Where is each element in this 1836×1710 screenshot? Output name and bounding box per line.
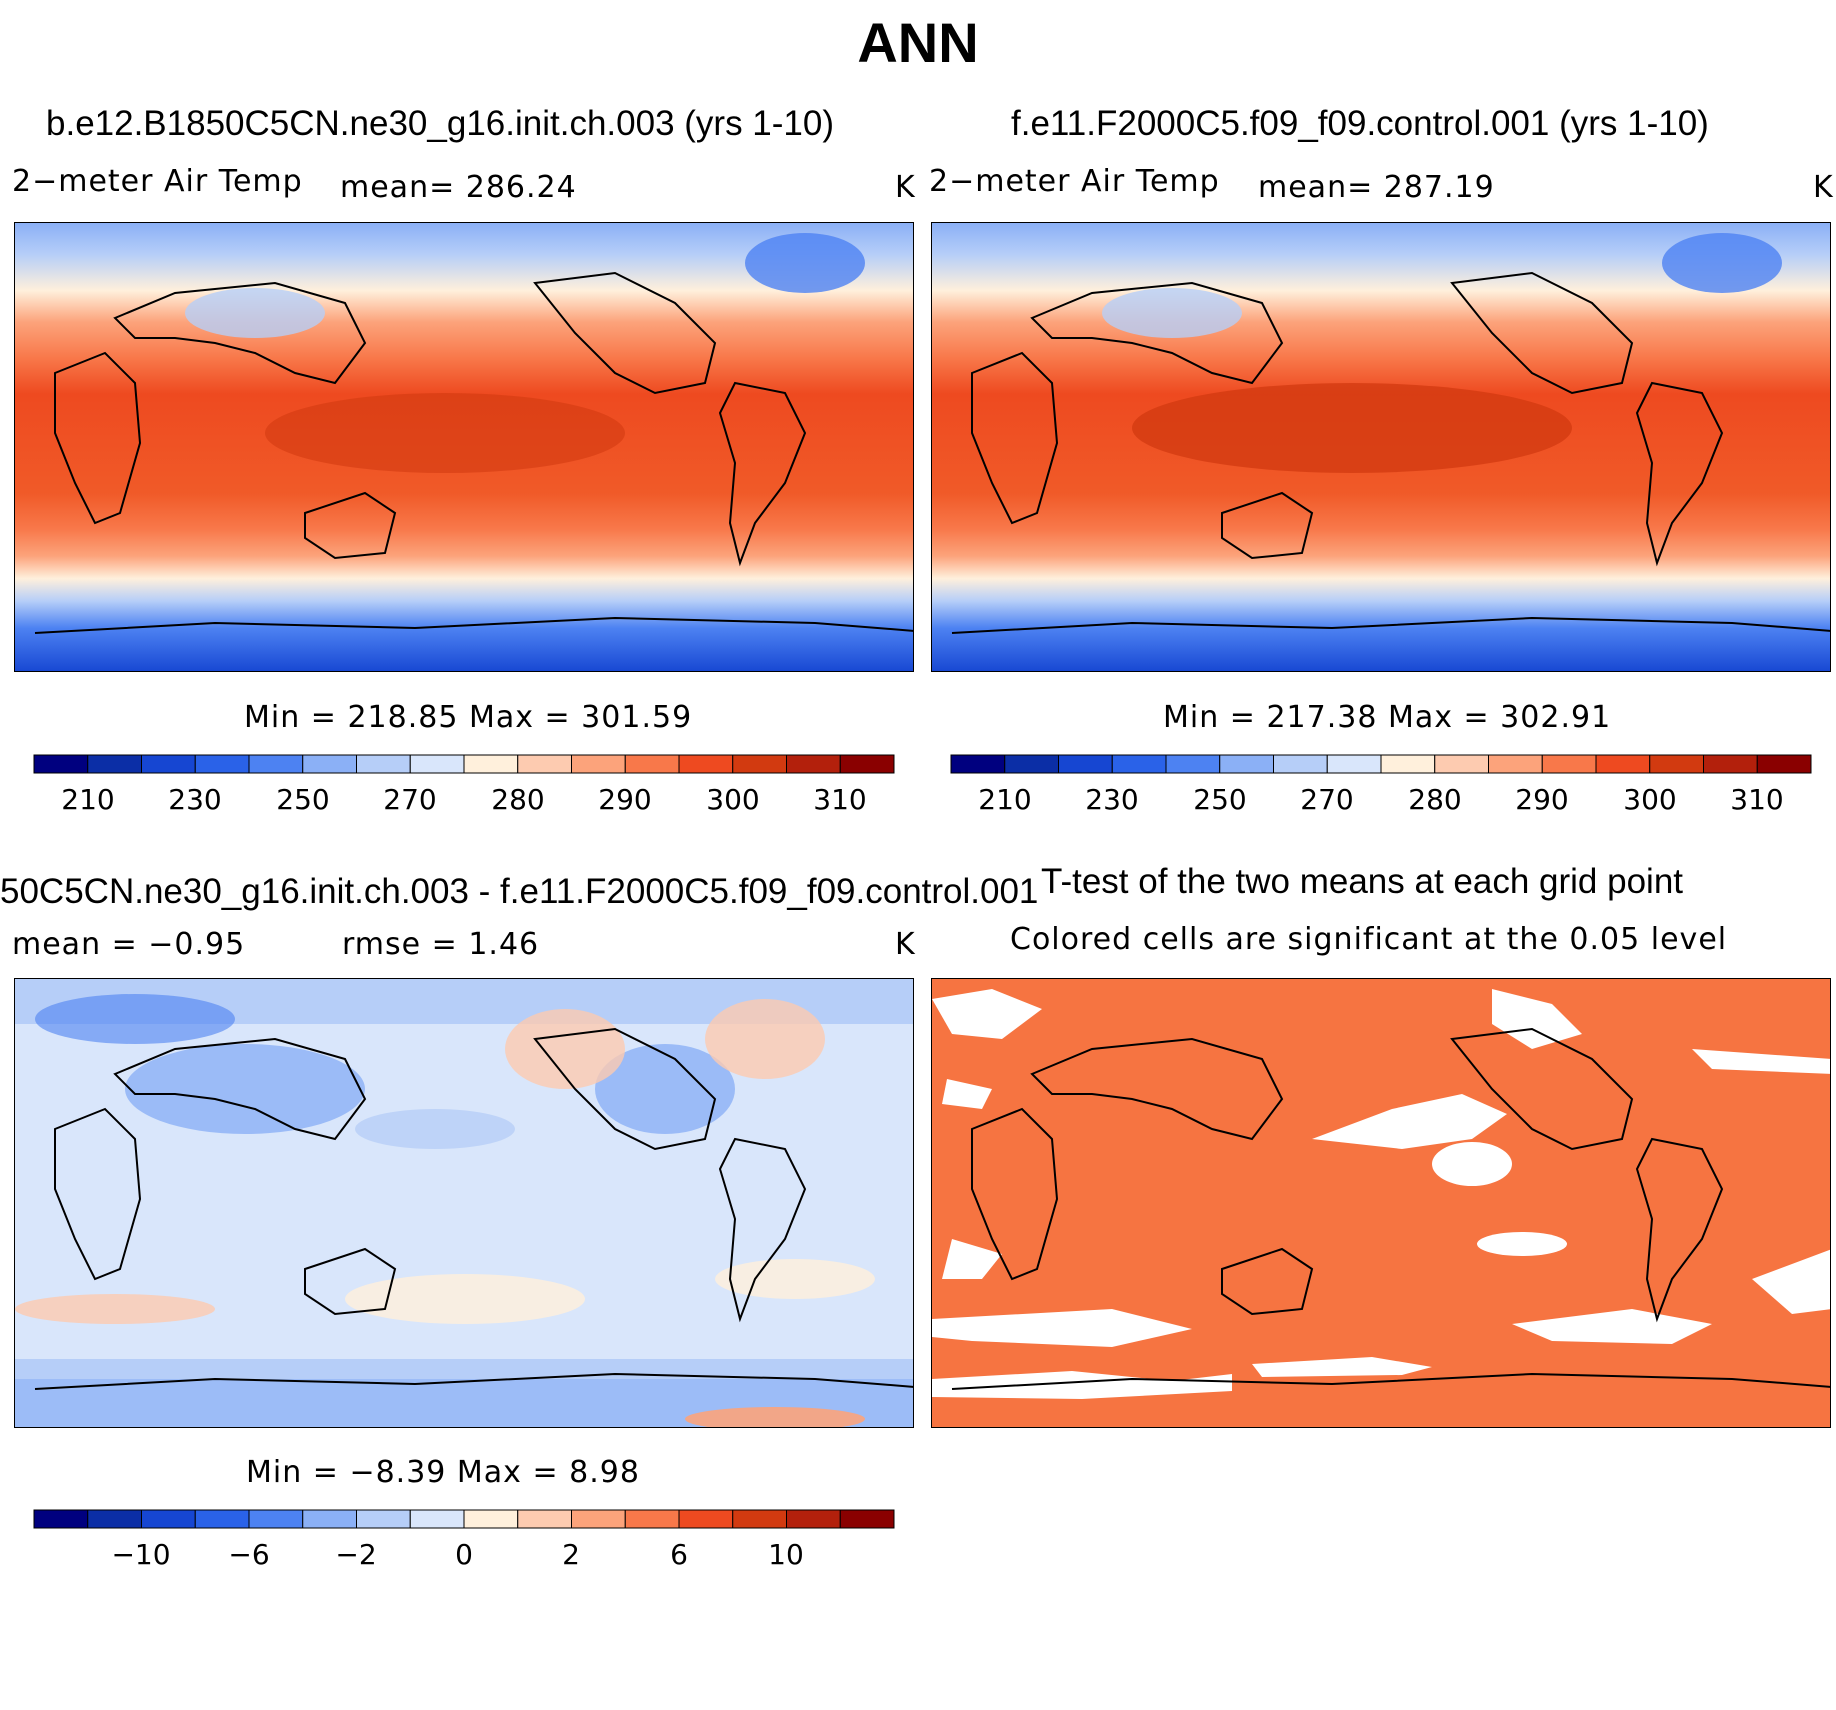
control-variable-label: 2−meter Air Temp (929, 164, 1220, 199)
model-colorbar: 210 230 250 270 280 290 300 310 (33, 754, 895, 816)
colorbar-swatch (1595, 754, 1651, 774)
colorbar-swatch (678, 754, 734, 774)
colorbar-swatch (517, 1509, 572, 1529)
ttest-subtitle: Colored cells are significant at the 0.0… (1010, 922, 1728, 957)
colorbar-swatch (141, 1509, 196, 1529)
model-units-label: K (895, 170, 916, 205)
difference-case-title: 50C5CN.ne30_g16.init.ch.003 - f.e11.F200… (0, 872, 1039, 911)
colorbar-tick-label: 250 (276, 783, 329, 816)
colorbar-swatch (409, 754, 465, 774)
colorbar-swatch (678, 1509, 734, 1529)
colorbar-swatch (1273, 754, 1328, 774)
colorbar-swatch (786, 754, 841, 774)
colorbar-swatch (463, 1509, 519, 1529)
colorbar-swatch (1219, 754, 1274, 774)
colorbar-swatch (839, 754, 895, 774)
colorbar-swatch (33, 1509, 89, 1529)
colorbar-swatch (571, 754, 626, 774)
model-temperature-map (14, 222, 914, 672)
colorbar-swatch (356, 1509, 411, 1529)
colorbar-tick-label: 0 (455, 1538, 473, 1571)
colorbar-swatch (141, 754, 196, 774)
colorbar-swatch (624, 754, 680, 774)
colorbar-swatch (1541, 754, 1597, 774)
colorbar-swatch (732, 754, 787, 774)
difference-colorbar: −10 −6 −2 0 2 6 10 (33, 1509, 895, 1571)
colorbar-swatch (1058, 754, 1113, 774)
colorbar-swatch (87, 1509, 142, 1529)
control-units-label: K (1813, 170, 1834, 205)
difference-rmse-label: rmse = 1.46 (342, 927, 540, 962)
colorbar-tick-label: 230 (168, 783, 221, 816)
colorbar-tick-label: 10 (768, 1538, 804, 1571)
colorbar-swatch (1004, 754, 1059, 774)
figure-title: ANN (857, 11, 979, 74)
colorbar-tick-label: 6 (670, 1538, 688, 1571)
colorbar-tick-label: −10 (111, 1538, 170, 1571)
colorbar-swatch (409, 1509, 465, 1529)
model-minmax-label: Min = 218.85 Max = 301.59 (244, 700, 693, 735)
colorbar-swatch (463, 754, 519, 774)
ttest-significance-map (931, 978, 1831, 1428)
colorbar-tick-label: 280 (1408, 783, 1461, 816)
ttest-title: T-test of the two means at each grid poi… (1041, 862, 1684, 901)
colorbar-tick-label: 290 (1515, 783, 1568, 816)
colorbar-swatch (302, 1509, 357, 1529)
control-mean-label: mean= 287.19 (1258, 170, 1495, 205)
control-temperature-map (931, 222, 1831, 672)
colorbar-swatch (839, 1509, 895, 1529)
model-mean-label: mean= 286.24 (340, 170, 577, 205)
colorbar-swatch (624, 1509, 680, 1529)
colorbar-swatch (1165, 754, 1221, 774)
colorbar-swatch (1434, 754, 1489, 774)
colorbar-swatch (302, 754, 357, 774)
colorbar-swatch (1326, 754, 1382, 774)
control-case-title: f.e11.F2000C5.f09_f09.control.001 (yrs 1… (1011, 104, 1709, 143)
control-colorbar: 210 230 250 270 280 290 300 310 (950, 754, 1812, 816)
colorbar-swatch (571, 1509, 626, 1529)
colorbar-swatch (248, 1509, 304, 1529)
colorbar-swatch (356, 754, 411, 774)
colorbar-swatch (1703, 754, 1758, 774)
colorbar-tick-label: 310 (813, 783, 866, 816)
difference-minmax-label: Min = −8.39 Max = 8.98 (246, 1455, 640, 1490)
colorbar-tick-label: 2 (562, 1538, 580, 1571)
model-variable-label: 2−meter Air Temp (12, 164, 303, 199)
colorbar-tick-label: 280 (491, 783, 544, 816)
colorbar-tick-label: 300 (706, 783, 759, 816)
colorbar-tick-label: 290 (598, 783, 651, 816)
colorbar-swatch (248, 754, 304, 774)
colorbar-swatch (194, 754, 250, 774)
colorbar-tick-label: −2 (335, 1538, 376, 1571)
difference-map (14, 978, 914, 1428)
colorbar-swatch (950, 754, 1006, 774)
control-minmax-label: Min = 217.38 Max = 302.91 (1163, 700, 1612, 735)
colorbar-swatch (786, 1509, 841, 1529)
colorbar-tick-label: 300 (1623, 783, 1676, 816)
colorbar-swatch (87, 754, 142, 774)
colorbar-tick-label: 250 (1193, 783, 1246, 816)
model-case-title: b.e12.B1850C5CN.ne30_g16.init.ch.003 (yr… (46, 104, 834, 143)
colorbar-tick-label: 310 (1730, 783, 1783, 816)
colorbar-swatch (1488, 754, 1543, 774)
colorbar-swatch (1756, 754, 1812, 774)
colorbar-swatch (33, 754, 89, 774)
colorbar-tick-label: 230 (1085, 783, 1138, 816)
colorbar-tick-label: 270 (1300, 783, 1353, 816)
colorbar-tick-label: 210 (978, 783, 1031, 816)
difference-units-label: K (895, 927, 916, 962)
colorbar-swatch (1111, 754, 1167, 774)
colorbar-tick-label: −6 (228, 1538, 269, 1571)
colorbar-swatch (1380, 754, 1436, 774)
difference-mean-label: mean = −0.95 (12, 927, 246, 962)
colorbar-tick-label: 270 (383, 783, 436, 816)
colorbar-swatch (1649, 754, 1704, 774)
colorbar-swatch (517, 754, 572, 774)
colorbar-swatch (194, 1509, 250, 1529)
colorbar-tick-label: 210 (61, 783, 114, 816)
colorbar-swatch (732, 1509, 787, 1529)
